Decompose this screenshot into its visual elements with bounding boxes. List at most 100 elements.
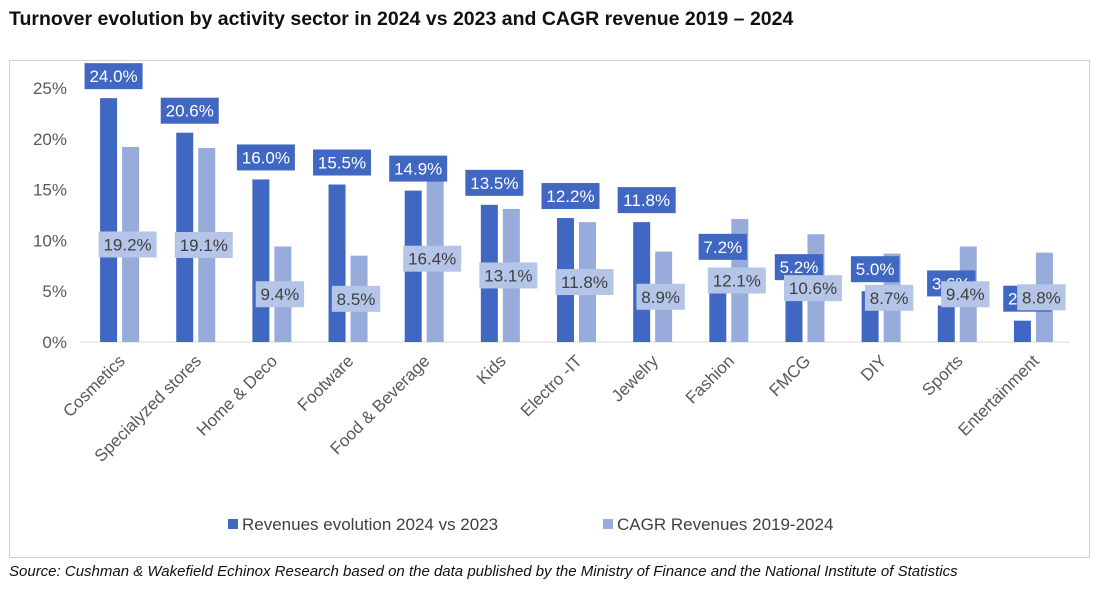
data-label-revenues: 12.2% xyxy=(541,183,600,210)
data-label-cagr-box xyxy=(941,281,990,308)
bar-chart: 0% 5% 10% 15% 20% 25% 24.0% 19.2% 20.6% 19.1% 16.… xyxy=(33,63,1070,534)
data-label-cagr-text: 19.2% xyxy=(103,235,151,254)
data-label-cagr-box xyxy=(479,262,538,289)
chart-area xyxy=(9,60,1090,558)
category-label: DIY xyxy=(857,351,890,384)
category-label: Kids xyxy=(473,351,510,388)
data-label-revenues: 7.2% xyxy=(698,233,748,260)
category-label: Home & Deco xyxy=(193,351,281,439)
data-label-cagr-text: 11.8% xyxy=(561,273,608,292)
y-tick-label: 5% xyxy=(42,282,67,301)
data-label-revenues-text: 13.5% xyxy=(470,174,518,193)
data-label-cagr-box xyxy=(783,275,842,302)
data-label-revenues: 11.8% xyxy=(617,187,676,214)
data-label-cagr-text: 19.1% xyxy=(180,236,228,255)
data-label-revenues-box xyxy=(465,169,524,196)
axes: 0% 5% 10% 15% 20% 25% xyxy=(33,79,1070,352)
data-label-cagr-box xyxy=(403,245,462,272)
data-label-revenues-box xyxy=(313,149,372,176)
data-label-cagr: 9.4% xyxy=(941,281,990,308)
bar-revenues-evolution xyxy=(937,305,955,342)
data-label-revenues-box xyxy=(84,63,143,90)
data-label-revenues-box xyxy=(389,155,448,182)
legend-swatch xyxy=(603,519,613,529)
data-label-cagr-box xyxy=(555,269,614,296)
data-label-cagr-box xyxy=(331,285,381,312)
bar-revenues-evolution xyxy=(1013,320,1031,342)
data-label-revenues: 14.9% xyxy=(389,155,448,182)
legend-label: CAGR Revenues 2019-2024 xyxy=(617,515,833,534)
data-label-cagr: 8.8% xyxy=(1017,284,1066,311)
data-label-cagr: 10.6% xyxy=(783,275,842,302)
y-tick-label: 0% xyxy=(42,333,67,352)
data-label-revenues: 24.0% xyxy=(84,63,143,90)
data-label-cagr-text: 8.8% xyxy=(1022,288,1061,307)
data-label-revenues-box xyxy=(698,233,748,260)
source-note: Source: Cushman & Wakefield Echinox Rese… xyxy=(9,563,958,580)
bar-revenues-evolution xyxy=(328,184,346,342)
data-label-cagr-box xyxy=(255,281,305,308)
data-label-revenues-text: 5.2% xyxy=(780,258,819,277)
y-tick-label: 20% xyxy=(33,130,67,149)
data-label-revenues: 20.6% xyxy=(160,97,219,124)
y-tick-label: 15% xyxy=(33,181,67,200)
legend-swatch xyxy=(228,519,238,529)
data-label-cagr-box xyxy=(174,231,233,258)
data-label-revenues-box xyxy=(617,187,676,214)
data-label-cagr-box xyxy=(98,231,157,258)
data-label-revenues-text: 5.0% xyxy=(856,260,895,279)
bar-revenues-evolution xyxy=(633,222,651,342)
y-tick-label: 10% xyxy=(33,231,67,250)
data-label-revenues: 16.0% xyxy=(236,144,295,171)
data-label-cagr: 11.8% xyxy=(555,269,614,296)
data-label-cagr-box xyxy=(636,283,685,310)
data-label-revenues: 13.5% xyxy=(465,169,524,196)
data-label-revenues: 15.5% xyxy=(313,149,372,176)
data-label-cagr-box xyxy=(864,284,914,311)
category-label: Electro -IT xyxy=(517,351,586,420)
category-label: Sports xyxy=(918,351,966,399)
data-label-revenues-text: 7.2% xyxy=(703,238,742,257)
data-label-revenues-text: 16.0% xyxy=(242,148,290,167)
data-label-cagr: 8.5% xyxy=(331,285,381,312)
data-label-cagr-text: 8.9% xyxy=(641,288,680,307)
category-label: Fashion xyxy=(682,351,738,407)
data-label-revenues-box xyxy=(850,256,900,283)
data-label-revenues-box xyxy=(160,97,219,124)
data-labels: 24.0% 19.2% 20.6% 19.1% 16.0% 9.4% 15.5% 8.5% 14… xyxy=(84,63,1066,312)
data-label-cagr: 13.1% xyxy=(479,262,538,289)
data-label-revenues-text: 11.8% xyxy=(623,191,670,210)
legend-item-revenues-evolution: Revenues evolution 2024 vs 2023 xyxy=(228,515,498,534)
category-label: FMCG xyxy=(765,351,814,400)
y-tick-label: 25% xyxy=(33,79,67,98)
legend-label: Revenues evolution 2024 vs 2023 xyxy=(242,515,498,534)
data-label-cagr-text: 12.1% xyxy=(713,272,761,291)
data-label-cagr-text: 10.6% xyxy=(789,279,837,298)
data-label-revenues-box xyxy=(236,144,295,171)
legend: Revenues evolution 2024 vs 2023 CAGR Reve… xyxy=(228,515,833,534)
data-label-cagr-text: 8.5% xyxy=(337,290,376,309)
chart-title: Turnover evolution by activity sector in… xyxy=(9,8,794,30)
data-label-cagr: 9.4% xyxy=(255,281,305,308)
legend-item-cagr-revenues: CAGR Revenues 2019-2024 xyxy=(603,515,833,534)
category-label: Cosmetics xyxy=(59,351,129,421)
data-label-cagr: 16.4% xyxy=(403,245,462,272)
bar-revenues-evolution xyxy=(785,289,803,342)
data-label-cagr-box xyxy=(1017,284,1066,311)
data-label-cagr: 8.7% xyxy=(864,284,914,311)
data-label-cagr-text: 9.4% xyxy=(261,285,300,304)
data-label-cagr-text: 16.4% xyxy=(408,250,456,269)
category-label: Footware xyxy=(294,351,358,415)
data-label-revenues-text: 12.2% xyxy=(546,187,594,206)
data-label-cagr-text: 13.1% xyxy=(484,266,532,285)
data-label-cagr-box xyxy=(707,267,766,294)
data-label-cagr: 19.2% xyxy=(98,231,157,258)
data-label-cagr-text: 8.7% xyxy=(870,289,909,308)
data-label-revenues-text: 14.9% xyxy=(394,160,442,179)
data-label-revenues: 5.0% xyxy=(850,256,900,283)
category-label: Jewelry xyxy=(608,351,663,406)
data-label-cagr: 19.1% xyxy=(174,231,233,258)
bar-revenues-evolution xyxy=(252,179,270,342)
data-label-cagr: 8.9% xyxy=(636,283,685,310)
